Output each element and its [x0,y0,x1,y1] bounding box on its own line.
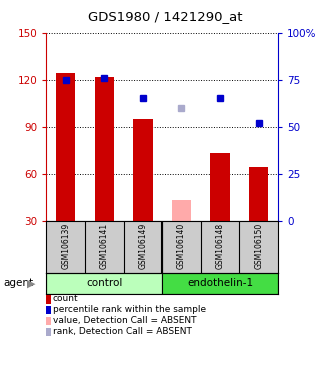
Bar [133,119,153,221]
Text: agent: agent [3,278,33,288]
Text: GSM106139: GSM106139 [61,223,70,269]
Bar [46,273,162,294]
Text: rank, Detection Call = ABSENT: rank, Detection Call = ABSENT [53,326,192,336]
Text: value, Detection Call = ABSENT: value, Detection Call = ABSENT [53,316,196,325]
Text: GDS1980 / 1421290_at: GDS1980 / 1421290_at [88,10,243,23]
Text: count: count [53,294,78,303]
Bar [249,167,268,221]
Text: percentile rank within the sample: percentile rank within the sample [53,305,206,314]
Bar [172,200,191,221]
Text: GSM106149: GSM106149 [138,223,147,269]
Bar [211,153,230,221]
Text: GSM106150: GSM106150 [254,223,263,269]
Bar [95,76,114,221]
Text: endothelin-1: endothelin-1 [187,278,253,288]
Text: GSM106148: GSM106148 [215,223,225,269]
Text: ▶: ▶ [27,278,36,288]
Bar [56,73,75,221]
Text: control: control [86,278,122,288]
Text: GSM106141: GSM106141 [100,223,109,269]
Text: GSM106140: GSM106140 [177,223,186,269]
Bar [162,273,278,294]
